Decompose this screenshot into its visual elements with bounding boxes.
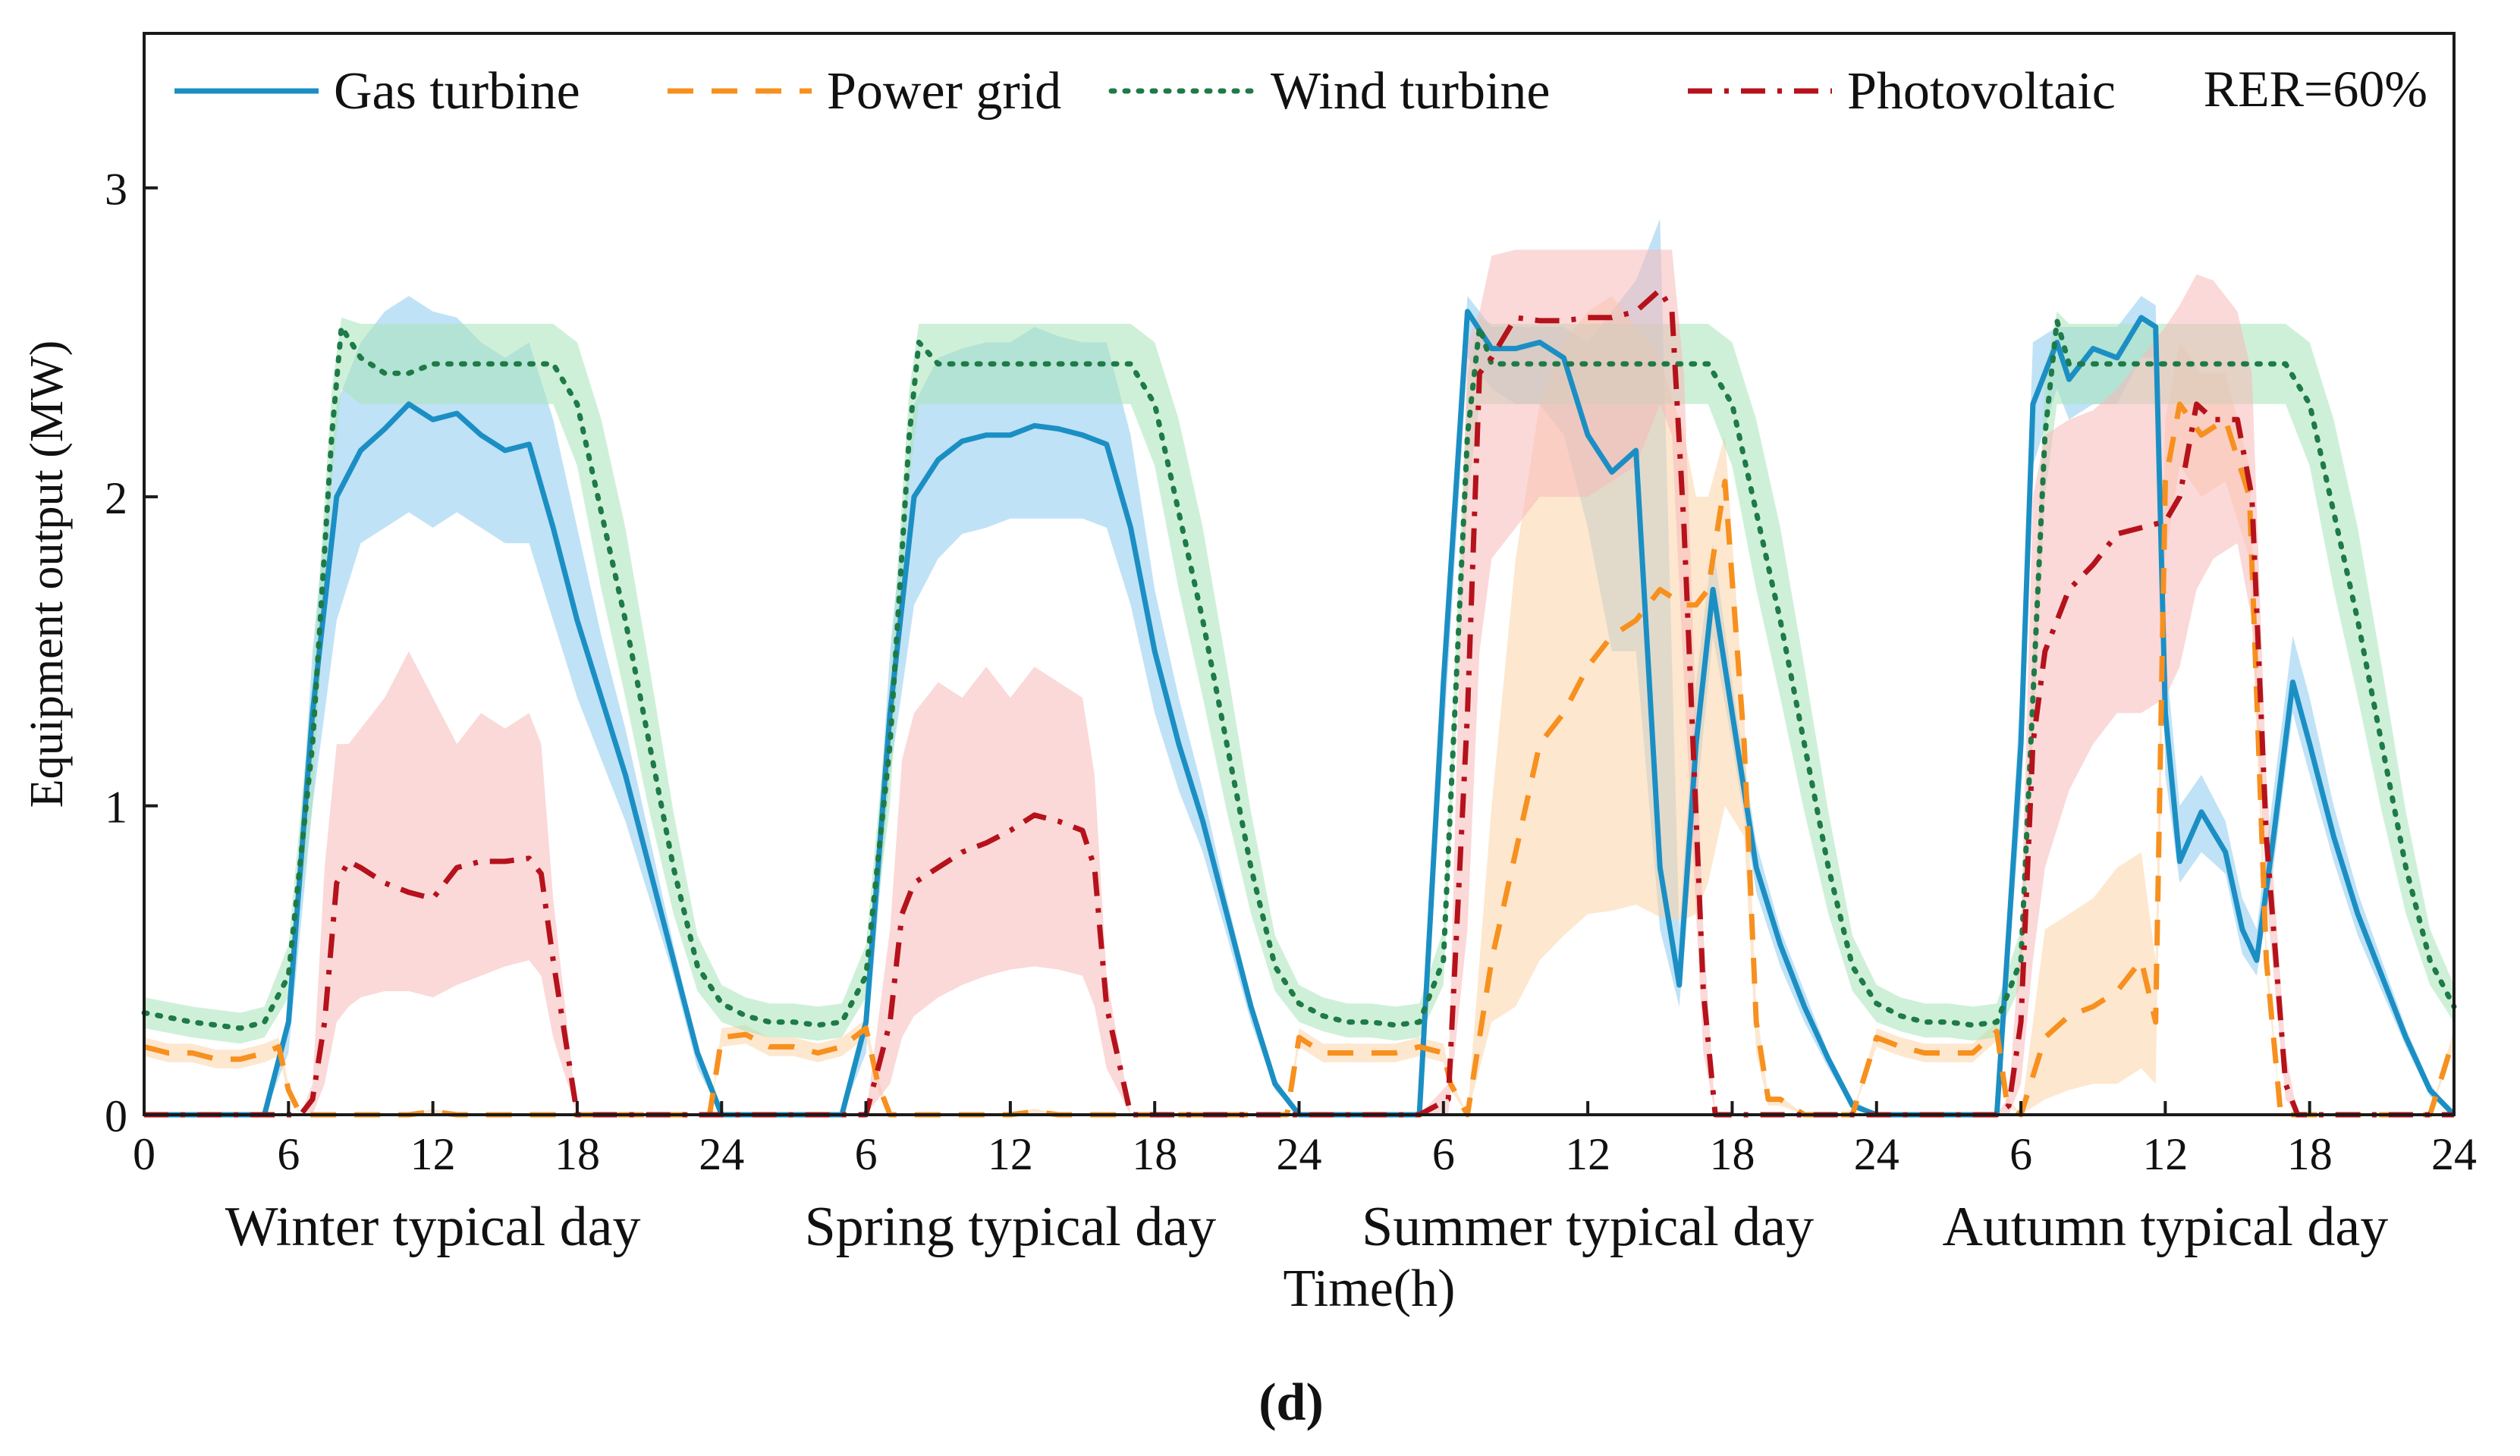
day-label-spring-typical-day: Spring typical day xyxy=(805,1196,1217,1258)
x-tick-label: 12 xyxy=(2142,1129,2188,1179)
x-tick-label: 6 xyxy=(855,1129,878,1179)
wind-turbine-legend-label: Wind turbine xyxy=(1271,62,1551,121)
x-tick-label: 18 xyxy=(555,1129,600,1179)
x-tick-label: 6 xyxy=(1432,1129,1455,1179)
day-label-autumn-typical-day: Autumn typical day xyxy=(1942,1196,2388,1258)
panel-label: (d) xyxy=(1258,1373,1324,1432)
series-lines xyxy=(141,287,2457,1118)
day-labels: Winter typical day Spring typical day Summ… xyxy=(225,1196,2388,1258)
x-tick-label: 24 xyxy=(2431,1129,2477,1179)
y-axis-label: Equipment output (MW) xyxy=(21,340,73,808)
power-grid-legend-label: Power grid xyxy=(827,62,1061,121)
y-axis-ticks: 0 1 2 3 xyxy=(105,165,158,1141)
x-tick-label: 24 xyxy=(1854,1129,1899,1179)
legend: Gas turbine Power grid Wind turbine Photovo… xyxy=(174,62,2116,121)
y-tick-label: 3 xyxy=(105,165,127,215)
x-tick-label: 12 xyxy=(988,1129,1033,1179)
gas-turbine-band xyxy=(144,218,2454,1115)
x-tick-label: 6 xyxy=(277,1129,300,1179)
x-tick-label: 18 xyxy=(1132,1129,1177,1179)
x-tick-label: 18 xyxy=(1709,1129,1755,1179)
wind-turbine-line xyxy=(141,318,2457,1031)
gas-turbine-legend-label: Gas turbine xyxy=(334,62,580,121)
photovoltaic-band xyxy=(144,249,2454,1116)
y-tick-label: 0 xyxy=(105,1091,127,1141)
y-tick-label: 2 xyxy=(105,473,127,523)
x-axis-ticks: 0 6 12 18 24 6 12 18 24 6 12 18 24 6 12 18 24 xyxy=(133,1101,2477,1179)
x-tick-label: 24 xyxy=(1277,1129,1322,1179)
photovoltaic-line xyxy=(144,287,2454,1118)
x-tick-label: 0 xyxy=(133,1129,156,1179)
x-tick-label: 12 xyxy=(1565,1129,1610,1179)
x-tick-label: 24 xyxy=(699,1129,744,1179)
x-tick-label: 18 xyxy=(2287,1129,2333,1179)
day-label-summer-typical-day: Summer typical day xyxy=(1362,1196,1814,1258)
x-tick-label: 6 xyxy=(2009,1129,2032,1179)
day-label-winter-typical-day: Winter typical day xyxy=(225,1196,641,1258)
y-tick-label: 1 xyxy=(105,783,127,833)
power-grid-line xyxy=(143,401,2457,1118)
gas-turbine-line xyxy=(144,309,2456,1118)
rer-annotation: RER=60% xyxy=(2204,60,2427,118)
x-tick-label: 12 xyxy=(410,1129,456,1179)
photovoltaic-legend-label: Photovoltaic xyxy=(1847,62,2116,121)
x-axis-label: Time(h) xyxy=(1284,1260,1456,1318)
confidence-bands xyxy=(144,218,2454,1116)
